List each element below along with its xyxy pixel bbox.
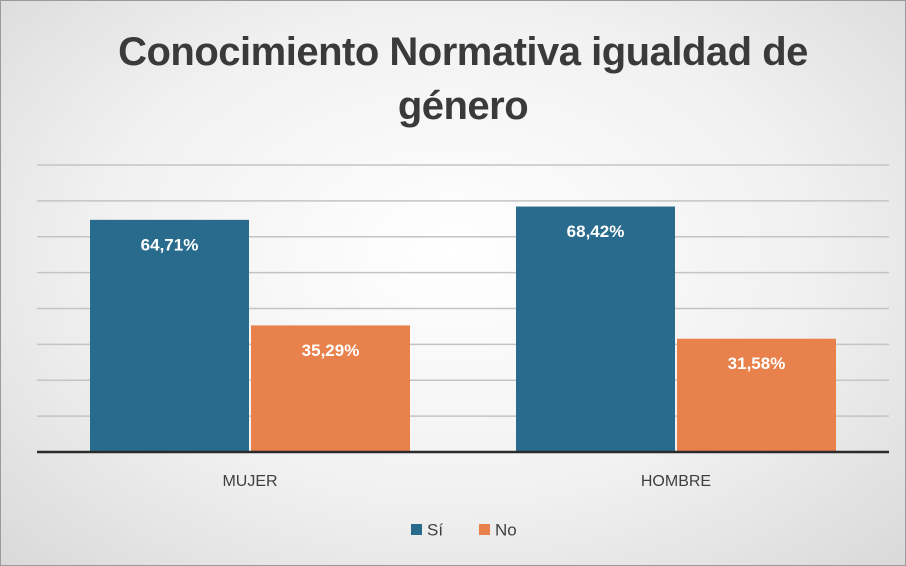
bar bbox=[90, 219, 249, 452]
data-label: 31,58% bbox=[728, 354, 786, 373]
data-label: 64,71% bbox=[141, 235, 199, 254]
bar bbox=[516, 206, 675, 452]
x-tick-label: MUJER bbox=[222, 473, 277, 490]
legend-swatch bbox=[479, 524, 490, 535]
chart-title: Conocimiento Normativa igualdad de géner… bbox=[118, 30, 808, 128]
data-label: 35,29% bbox=[302, 341, 360, 360]
legend-label: Sí bbox=[427, 520, 443, 539]
bar bbox=[677, 338, 836, 452]
data-label: 68,42% bbox=[567, 222, 625, 241]
x-tick-label: HOMBRE bbox=[641, 473, 711, 490]
legend-swatch bbox=[411, 524, 422, 535]
legend-label: No bbox=[495, 520, 517, 539]
bar bbox=[251, 325, 410, 452]
